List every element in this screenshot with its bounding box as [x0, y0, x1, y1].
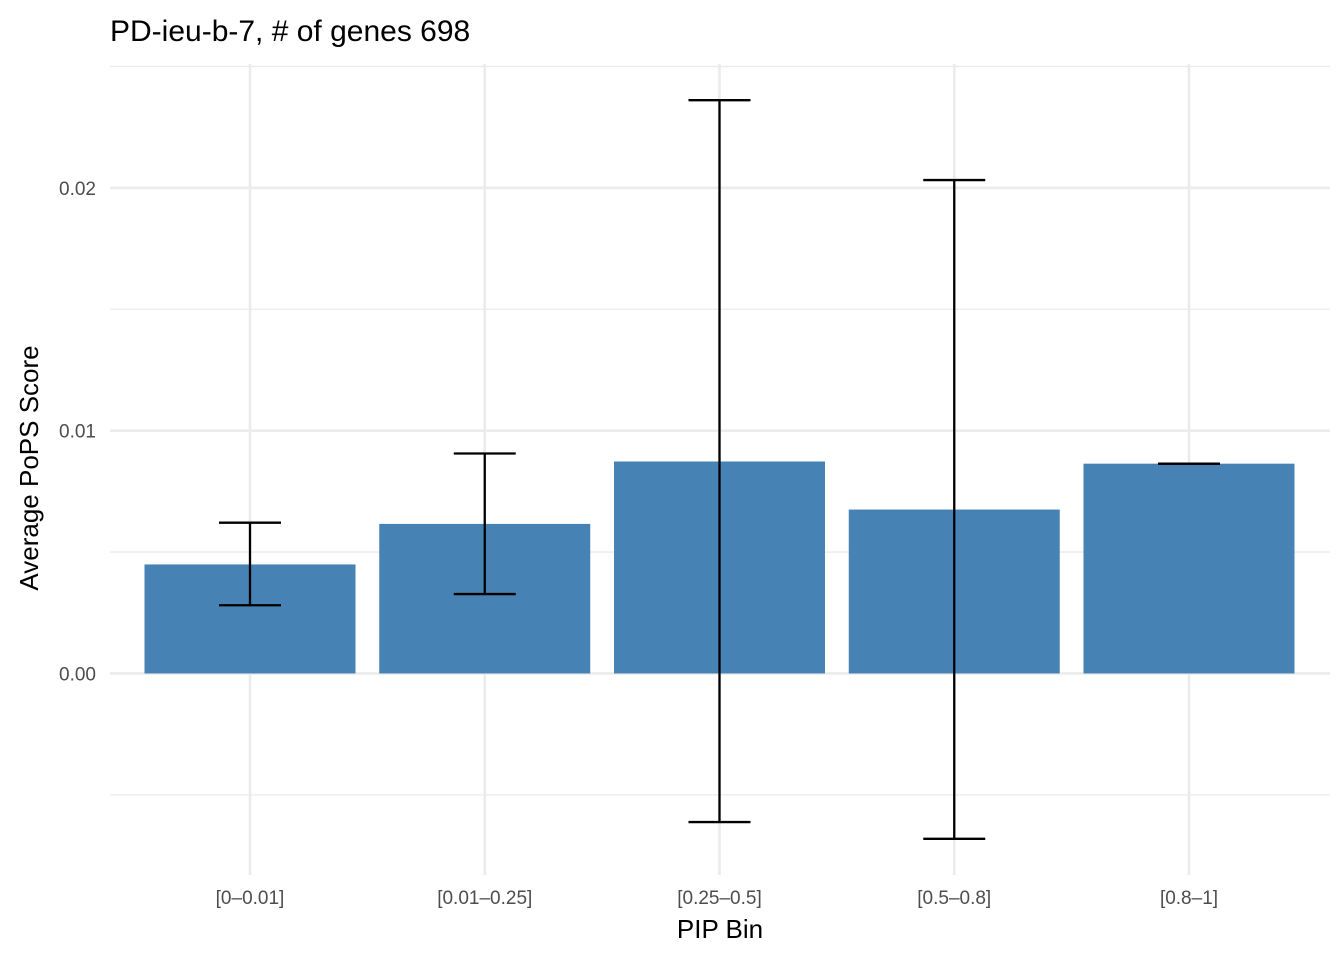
bar — [1083, 463, 1295, 674]
x-tick-label: [0.25–0.5] — [677, 888, 762, 909]
x-tick-labels: [0–0.01] [0.01–0.25] [0.25–0.5] [0.5–0.8] [0… — [216, 888, 1218, 909]
y-tick-label: 0.00 — [59, 664, 96, 685]
y-axis-title: Average PoPS Score — [14, 345, 44, 590]
error-bar — [219, 521, 281, 607]
y-tick-label: 0.01 — [59, 422, 96, 443]
error-bar — [688, 99, 751, 824]
error-bars — [219, 99, 1220, 840]
y-tick-labels: 0.00 0.01 0.02 — [59, 179, 96, 686]
x-tick-label: [0–0.01] — [216, 888, 285, 909]
error-bar — [453, 452, 516, 596]
x-axis-title: PIP Bin — [677, 914, 763, 944]
chart-title: PD-ieu-b-7, # of genes 698 — [110, 15, 470, 48]
x-tick-label: [0.01–0.25] — [437, 888, 532, 909]
x-tick-label: [0.8–1] — [1160, 888, 1218, 909]
y-tick-label: 0.02 — [59, 179, 96, 200]
x-tick-label: [0.5–0.8] — [917, 888, 991, 909]
error-bar — [923, 178, 986, 840]
